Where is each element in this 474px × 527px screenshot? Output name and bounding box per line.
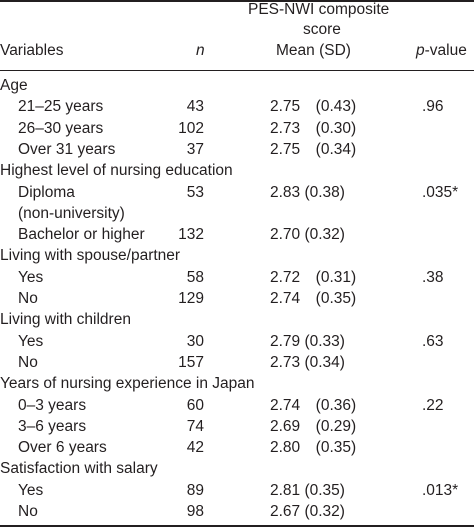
- table-row: 21–25 years 43 2.75 (0.43) .96: [0, 96, 474, 118]
- header-p-letter: p: [416, 42, 425, 59]
- row-mean-sd: 2.75 (0.43): [270, 98, 357, 116]
- table-row: (non-university): [0, 203, 474, 225]
- row-n: 102: [178, 119, 204, 137]
- header-composite-line2: score: [303, 21, 341, 38]
- row-label: Living with spouse/partner: [0, 247, 181, 265]
- row-label: 21–25 years: [18, 98, 104, 116]
- row-n: 157: [178, 353, 204, 371]
- row-n: 89: [186, 481, 204, 499]
- row-p-value: .035*: [422, 183, 459, 201]
- row-mean-sd: 2.73 (0.34): [270, 353, 345, 371]
- row-p-value: .63: [422, 332, 444, 350]
- row-label: Yes: [18, 268, 44, 286]
- row-p-value: .96: [422, 98, 444, 116]
- row-label: 0–3 years: [18, 396, 87, 414]
- row-n: 74: [186, 417, 204, 435]
- table-row: No 157 2.73 (0.34): [0, 352, 474, 374]
- table-row: No 129 2.74 (0.35): [0, 288, 474, 310]
- row-label: No: [18, 503, 38, 520]
- header-p-value: p-value: [416, 42, 467, 60]
- header-variables: Variables: [0, 42, 64, 59]
- row-mean-sd: 2.69 (0.29): [270, 417, 357, 435]
- row-n: 129: [178, 290, 204, 307]
- row-mean-sd: 2.74 (0.35): [270, 290, 357, 307]
- table-row: Highest level of nursing education: [0, 160, 474, 182]
- row-label: Yes: [18, 332, 44, 350]
- row-mean-sd: 2.67 (0.32): [270, 503, 345, 520]
- table-row: Age: [0, 75, 474, 97]
- row-label: Yes: [18, 481, 44, 499]
- row-label: 26–30 years: [18, 119, 104, 137]
- row-label: 3–6 years: [18, 417, 87, 435]
- row-label: Over 6 years: [18, 439, 107, 457]
- row-n: 53: [186, 183, 204, 201]
- row-mean-sd: 2.75 (0.34): [270, 140, 357, 158]
- row-n: 60: [186, 396, 204, 414]
- row-p-value: .013*: [422, 481, 459, 499]
- row-label: Satisfaction with salary: [0, 460, 158, 478]
- table-top-rule: [0, 0, 474, 2]
- row-n: 30: [186, 332, 204, 350]
- row-label: Highest level of nursing education: [0, 162, 233, 180]
- table-row: 26–30 years 102 2.73 (0.30): [0, 118, 474, 140]
- table-row: No 98 2.67 (0.32): [0, 501, 474, 523]
- table-row: Bachelor or higher 132 2.70 (0.32): [0, 224, 474, 246]
- table-row: 3–6 years 74 2.69 (0.29): [0, 416, 474, 438]
- row-n: 43: [186, 98, 204, 116]
- row-label: Years of nursing experience in Japan: [0, 375, 255, 393]
- table-row: Over 6 years 42 2.80 (0.35): [0, 437, 474, 459]
- row-n: 98: [186, 503, 204, 520]
- table-bottom-rule: [0, 525, 474, 527]
- table-row: Years of nursing experience in Japan: [0, 373, 474, 395]
- table-row: Living with children: [0, 309, 474, 331]
- row-mean-sd: 2.74 (0.36): [270, 396, 357, 414]
- table-row: Diploma 53 2.83 (0.38) .035*: [0, 182, 474, 204]
- table-row: Satisfaction with salary: [0, 458, 474, 480]
- row-p-value: .22: [422, 396, 444, 414]
- row-mean-sd: 2.81 (0.35): [270, 481, 345, 499]
- row-label: Diploma: [18, 183, 75, 201]
- table-row: Yes 89 2.81 (0.35) .013*: [0, 480, 474, 502]
- row-label: Living with children: [0, 311, 131, 329]
- header-mean-sd: Mean (SD): [276, 42, 351, 59]
- table-row: Yes 58 2.72 (0.31) .38: [0, 267, 474, 289]
- row-n: 58: [186, 268, 204, 286]
- row-label: Bachelor or higher: [18, 226, 145, 244]
- row-p-value: .38: [422, 268, 444, 286]
- row-label: Over 31 years: [18, 140, 116, 158]
- row-mean-sd: 2.80 (0.35): [270, 439, 357, 457]
- row-mean-sd: 2.73 (0.30): [270, 119, 357, 137]
- row-mean-sd: 2.70 (0.32): [270, 226, 345, 244]
- header-n: n: [196, 42, 205, 59]
- row-n: 42: [186, 439, 204, 457]
- table-row: Yes 30 2.79 (0.33) .63: [0, 331, 474, 353]
- header-value-suffix: -value: [424, 42, 467, 59]
- row-n: 37: [186, 140, 204, 158]
- row-label: No: [18, 353, 38, 371]
- table-row: Living with spouse/partner: [0, 245, 474, 267]
- row-n: 132: [178, 226, 204, 244]
- table-row: 0–3 years 60 2.74 (0.36) .22: [0, 395, 474, 417]
- row-mean-sd: 2.72 (0.31): [270, 268, 357, 286]
- table-row: Over 31 years 37 2.75 (0.34): [0, 139, 474, 161]
- row-label: Age: [0, 77, 28, 94]
- row-mean-sd: 2.83 (0.38): [270, 183, 345, 201]
- header-rule: [0, 70, 474, 71]
- row-mean-sd: 2.79 (0.33): [270, 332, 345, 350]
- row-label: (non-university): [18, 204, 125, 222]
- row-label: No: [18, 290, 38, 307]
- header-composite-line1: PES-NWI composite: [248, 1, 390, 18]
